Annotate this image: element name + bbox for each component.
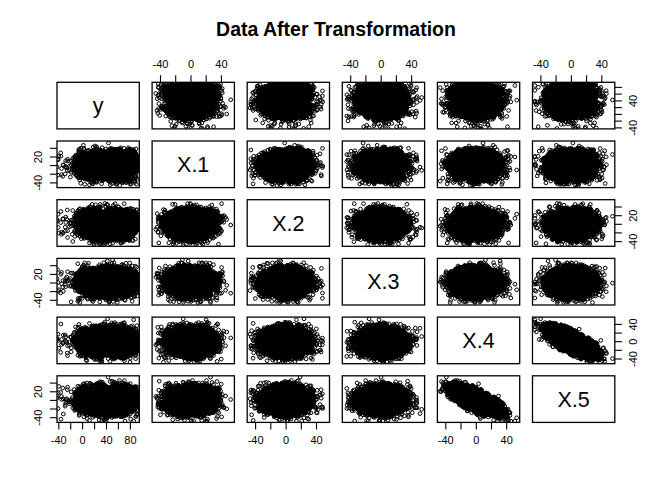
svg-text:0: 0 (378, 58, 384, 70)
svg-text:20: 20 (32, 151, 44, 163)
svg-text:40: 40 (627, 95, 639, 107)
svg-text:Data After Transformation: Data After Transformation (216, 18, 456, 40)
svg-text:y: y (93, 94, 104, 118)
svg-text:-40: -40 (438, 434, 454, 446)
svg-text:-40: -40 (51, 434, 67, 446)
svg-text:-40: -40 (248, 434, 264, 446)
svg-text:40: 40 (100, 434, 112, 446)
svg-text:20: 20 (32, 386, 44, 398)
svg-text:X.3: X.3 (367, 270, 399, 294)
svg-text:0: 0 (80, 434, 86, 446)
svg-text:-40: -40 (32, 410, 44, 426)
svg-text:80: 80 (124, 434, 136, 446)
svg-text:20: 20 (32, 268, 44, 280)
svg-text:0: 0 (568, 58, 574, 70)
svg-text:-40: -40 (627, 120, 639, 136)
svg-text:40: 40 (627, 318, 639, 330)
svg-text:20: 20 (627, 210, 639, 222)
svg-text:40: 40 (310, 434, 322, 446)
svg-text:0: 0 (473, 434, 479, 446)
svg-text:X.2: X.2 (272, 212, 304, 236)
svg-text:-40: -40 (627, 234, 639, 250)
svg-text:40: 40 (405, 58, 417, 70)
svg-text:0: 0 (283, 434, 289, 446)
svg-text:X.4: X.4 (462, 329, 494, 353)
svg-text:40: 40 (596, 58, 608, 70)
svg-text:40: 40 (215, 58, 227, 70)
svg-text:-40: -40 (343, 58, 359, 70)
svg-text:0: 0 (188, 58, 194, 70)
svg-text:X.5: X.5 (557, 388, 589, 412)
svg-text:-40: -40 (32, 175, 44, 191)
svg-text:40: 40 (501, 434, 513, 446)
svg-text:-40: -40 (627, 351, 639, 367)
svg-text:0: 0 (627, 339, 639, 345)
svg-text:-40: -40 (153, 58, 169, 70)
svg-text:X.1: X.1 (177, 153, 209, 177)
svg-text:-40: -40 (533, 58, 549, 70)
svg-text:-40: -40 (32, 292, 44, 308)
